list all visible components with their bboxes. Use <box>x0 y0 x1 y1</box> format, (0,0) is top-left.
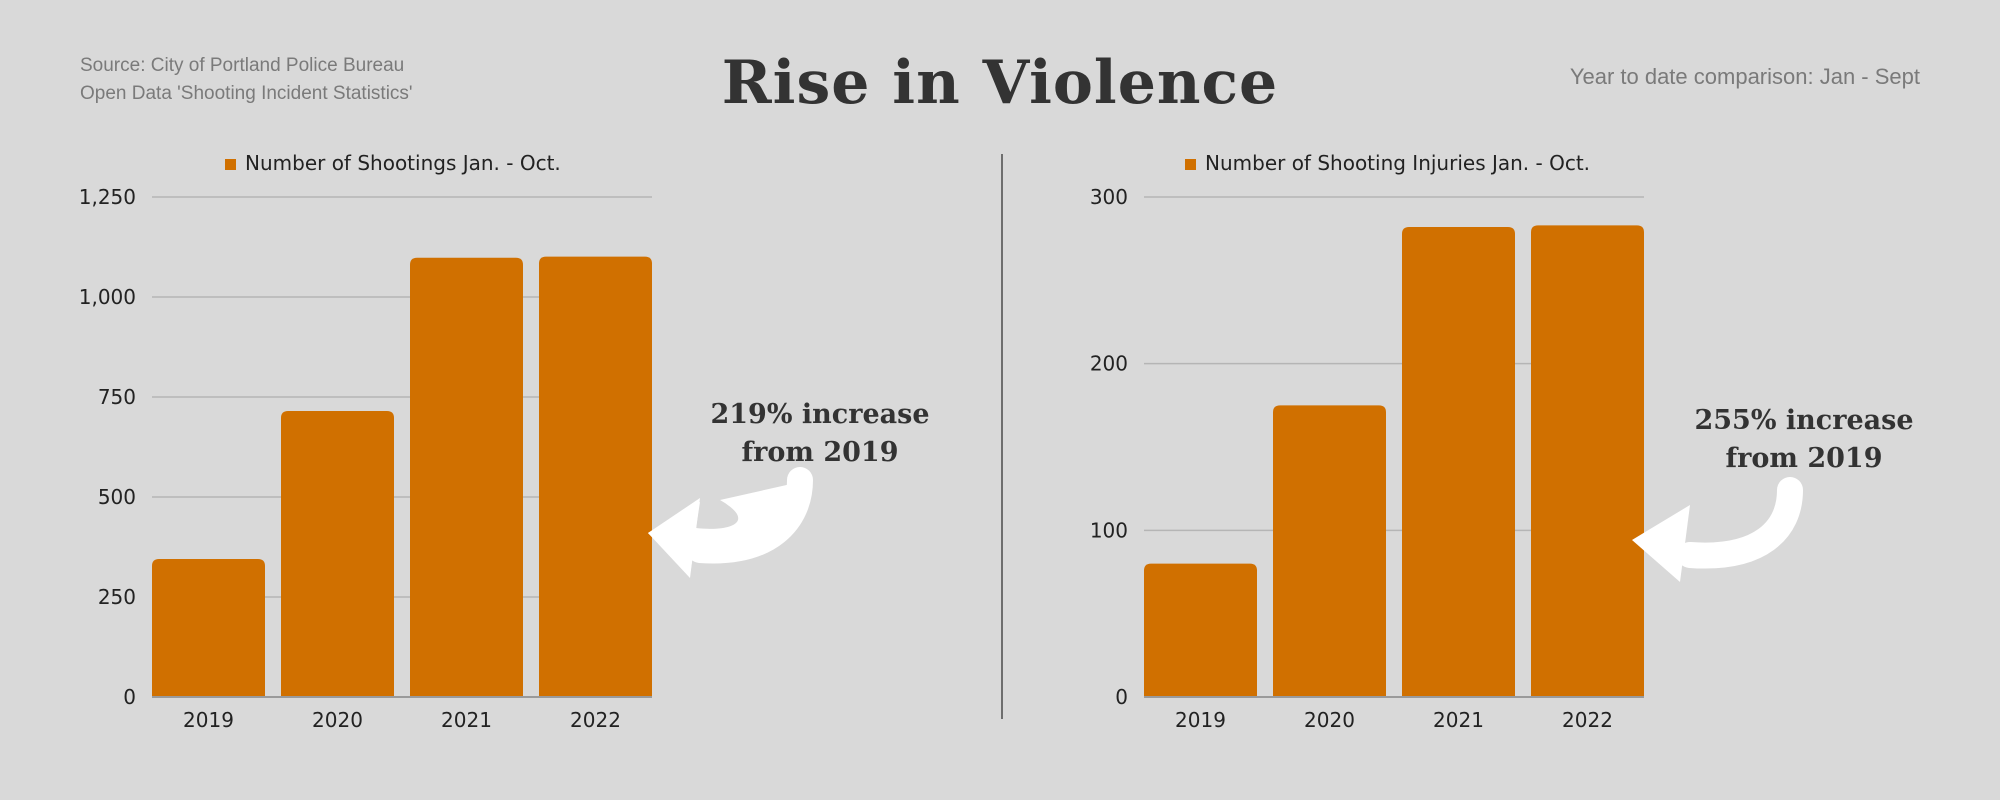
annotation-right-line2: from 2019 <box>1725 443 1883 474</box>
shootings-xtick-label: 2019 <box>183 708 234 732</box>
shootings-bar-2021 <box>410 257 523 697</box>
source-note: Source: City of Portland Police Bureau O… <box>80 52 413 108</box>
source-line-2: Open Data 'Shooting Incident Statistics' <box>80 83 413 104</box>
injuries-bar-2020 <box>1273 405 1386 697</box>
injuries-xtick-label: 2020 <box>1304 708 1355 732</box>
injuries-bar-2021 <box>1402 227 1515 697</box>
injuries-xtick-label: 2022 <box>1562 708 1613 732</box>
shootings-ytick-label: 1,000 <box>79 285 136 309</box>
chart-divider <box>1001 154 1003 719</box>
shootings-ytick-label: 1,250 <box>79 185 136 209</box>
shootings-bar-2022 <box>539 256 652 697</box>
annotation-left-line2: from 2019 <box>741 437 899 468</box>
page-title: Rise in Violence <box>721 48 1279 118</box>
injuries-bar-2019 <box>1144 563 1257 697</box>
injuries-legend-swatch <box>1185 159 1196 170</box>
injuries-ytick-label: 0 <box>1115 685 1128 709</box>
shootings-legend-swatch <box>225 159 236 170</box>
shootings-ytick-label: 500 <box>98 485 136 509</box>
injuries-legend-label: Number of Shooting Injuries Jan. - Oct. <box>1205 151 1590 175</box>
curved-arrow-icon-right <box>1632 477 1803 582</box>
shootings-xtick-label: 2021 <box>441 708 492 732</box>
shootings-bar-2020 <box>281 411 394 697</box>
curved-arrow-icon-left <box>648 467 813 578</box>
shootings-ytick-label: 0 <box>123 685 136 709</box>
injuries-ytick-label: 300 <box>1090 185 1128 209</box>
shootings-ytick-label: 750 <box>98 385 136 409</box>
shootings-legend-label: Number of Shootings Jan. - Oct. <box>245 151 561 175</box>
injuries-xtick-label: 2021 <box>1433 708 1484 732</box>
annotation-left: 219% increase from 2019 <box>700 396 940 472</box>
shootings-xtick-label: 2020 <box>312 708 363 732</box>
injuries-ytick-label: 100 <box>1090 518 1128 542</box>
annotation-right: 255% increase from 2019 <box>1684 402 1924 478</box>
injuries-xtick-label: 2019 <box>1175 708 1226 732</box>
shootings-xtick-label: 2022 <box>570 708 621 732</box>
annotation-left-line1: 219% increase <box>710 399 930 430</box>
injuries-bar-2022 <box>1531 225 1644 698</box>
comparison-note: Year to date comparison: Jan - Sept <box>1569 64 1920 89</box>
source-line-1: Source: City of Portland Police Bureau <box>80 55 405 76</box>
annotation-right-line1: 255% increase <box>1694 405 1914 436</box>
shootings-chart: Number of Shootings Jan. - Oct. 0 250 500 75… <box>79 151 652 732</box>
shootings-ytick-label: 250 <box>98 585 136 609</box>
shootings-bar-2019 <box>152 559 265 697</box>
injuries-ytick-label: 200 <box>1090 352 1128 376</box>
